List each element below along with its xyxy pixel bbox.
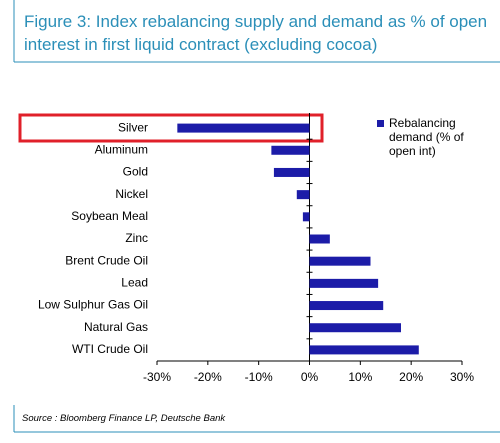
legend-label: Rebalancing demand (% of open int)	[389, 116, 464, 158]
bar	[273, 167, 310, 177]
x-tick-label: 0%	[301, 370, 319, 384]
y-tick-label: Zinc	[125, 231, 148, 245]
y-tick-label: Lead	[121, 276, 148, 290]
bar	[309, 256, 371, 266]
y-tick-label: Low Sulphur Gas Oil	[38, 298, 148, 312]
x-tick-label: 20%	[399, 370, 423, 384]
y-tick-label: Natural Gas	[84, 320, 148, 334]
bar	[309, 278, 379, 288]
y-tick-label: Silver	[118, 120, 148, 134]
bar	[309, 301, 384, 311]
bar	[302, 212, 310, 222]
legend-swatch	[377, 120, 384, 127]
bar	[296, 190, 310, 200]
y-tick-label: Nickel	[115, 187, 148, 201]
legend: Rebalancing demand (% of open int)	[377, 116, 489, 158]
bar	[309, 345, 419, 355]
source: Source : Bloomberg Finance LP, Deutsche …	[22, 413, 226, 424]
y-tick-label: WTI Crude Oil	[72, 342, 148, 356]
x-tick-label: -30%	[143, 370, 171, 384]
y-tick-label: Brent Crude Oil	[65, 253, 148, 267]
y-tick-label: Aluminum	[95, 142, 148, 156]
bar	[271, 145, 310, 155]
bar	[309, 323, 401, 333]
x-tick-label: -10%	[245, 370, 273, 384]
x-tick-label: 10%	[348, 370, 372, 384]
x-tick-label: 30%	[450, 370, 474, 384]
y-tick-label: Soybean Meal	[71, 209, 148, 223]
bar	[177, 123, 310, 133]
highlight-box	[18, 113, 324, 143]
x-tick-label: -20%	[194, 370, 222, 384]
chart-title: Figure 3: Index rebalancing supply and d…	[24, 12, 488, 54]
bar	[309, 234, 330, 244]
y-tick-label: Gold	[123, 165, 148, 179]
